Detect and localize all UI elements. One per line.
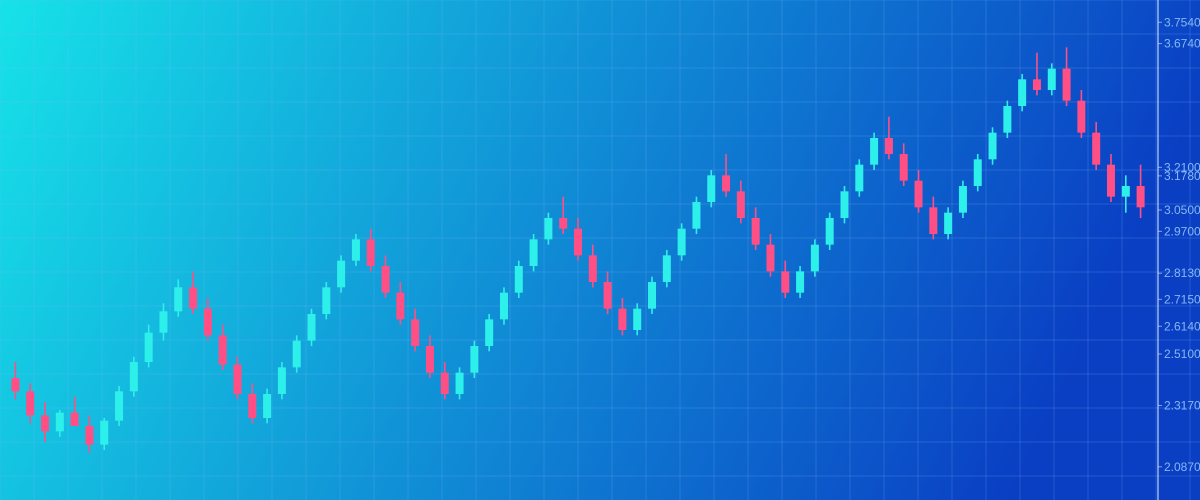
- candle: [929, 207, 937, 234]
- candle: [219, 335, 227, 364]
- candle: [159, 311, 167, 332]
- candle: [1003, 106, 1011, 133]
- candle: [663, 255, 671, 282]
- candle: [618, 309, 626, 330]
- candle: [100, 421, 108, 445]
- candle: [855, 165, 863, 192]
- candlestick-chart: 3.75403.67403.21003.17803.05002.97002.81…: [0, 0, 1200, 500]
- y-axis-label: 3.0500: [1164, 203, 1200, 217]
- candle: [26, 391, 34, 415]
- candle: [367, 239, 375, 266]
- candle: [811, 245, 819, 272]
- candle: [530, 239, 538, 266]
- candle: [308, 314, 316, 341]
- chart-canvas: 3.75403.67403.21003.17803.05002.97002.81…: [0, 0, 1200, 500]
- candle: [574, 229, 582, 256]
- candle: [189, 287, 197, 308]
- candle: [959, 186, 967, 213]
- candle: [382, 266, 390, 293]
- candle: [174, 287, 182, 311]
- candle: [233, 365, 241, 394]
- candle: [1063, 69, 1071, 101]
- candle: [396, 293, 404, 320]
- candle: [633, 309, 641, 330]
- candle: [826, 218, 834, 245]
- y-axis-label: 2.3170: [1164, 398, 1200, 412]
- y-axis-label: 2.0870: [1164, 460, 1200, 474]
- candle: [589, 255, 597, 282]
- candle: [41, 415, 49, 431]
- candle: [322, 287, 330, 314]
- candle: [204, 309, 212, 336]
- candle: [1018, 79, 1026, 106]
- y-axis-label: 3.7540: [1164, 15, 1200, 29]
- candle: [722, 175, 730, 191]
- candle: [456, 373, 464, 394]
- candle: [840, 191, 848, 218]
- candle: [1077, 101, 1085, 133]
- y-axis-label: 3.1780: [1164, 169, 1200, 183]
- candle: [500, 293, 508, 320]
- candle: [56, 413, 64, 432]
- candle: [85, 426, 93, 445]
- candle: [145, 333, 153, 362]
- y-axis-label: 2.7150: [1164, 292, 1200, 306]
- candle: [411, 319, 419, 346]
- candle: [293, 341, 301, 368]
- candle: [515, 266, 523, 293]
- candle: [426, 346, 434, 373]
- candle: [11, 378, 19, 391]
- candle: [900, 154, 908, 181]
- y-axis-label: 3.6740: [1164, 37, 1200, 51]
- y-axis-label: 2.6140: [1164, 319, 1200, 333]
- candle: [1092, 133, 1100, 165]
- candle: [707, 175, 715, 202]
- y-axis-label: 2.5100: [1164, 347, 1200, 361]
- candle: [752, 218, 760, 245]
- candle: [974, 159, 982, 186]
- candle: [692, 202, 700, 229]
- y-axis-label: 2.8130: [1164, 266, 1200, 280]
- candle: [604, 282, 612, 309]
- candle: [766, 245, 774, 272]
- candle: [337, 261, 345, 288]
- candle: [485, 319, 493, 346]
- candle: [352, 239, 360, 260]
- candle: [263, 394, 271, 418]
- candle: [737, 191, 745, 218]
- candle: [1122, 186, 1130, 197]
- candle: [915, 181, 923, 208]
- candle: [944, 213, 952, 234]
- candle: [648, 282, 656, 309]
- candle: [678, 229, 686, 256]
- candle: [796, 271, 804, 292]
- candle: [1107, 165, 1115, 197]
- candle: [278, 367, 286, 394]
- candle: [885, 138, 893, 154]
- candle: [115, 391, 123, 420]
- candle: [781, 271, 789, 292]
- candle: [559, 218, 567, 229]
- candle: [470, 346, 478, 373]
- candle: [130, 362, 138, 391]
- candle: [1048, 69, 1056, 90]
- y-axis-label: 2.9700: [1164, 224, 1200, 238]
- candle: [248, 394, 256, 418]
- candle: [989, 133, 997, 160]
- candle: [544, 218, 552, 239]
- candle: [441, 373, 449, 394]
- candle: [71, 413, 79, 426]
- candle: [870, 138, 878, 165]
- candle: [1033, 79, 1041, 90]
- candle: [1137, 186, 1145, 207]
